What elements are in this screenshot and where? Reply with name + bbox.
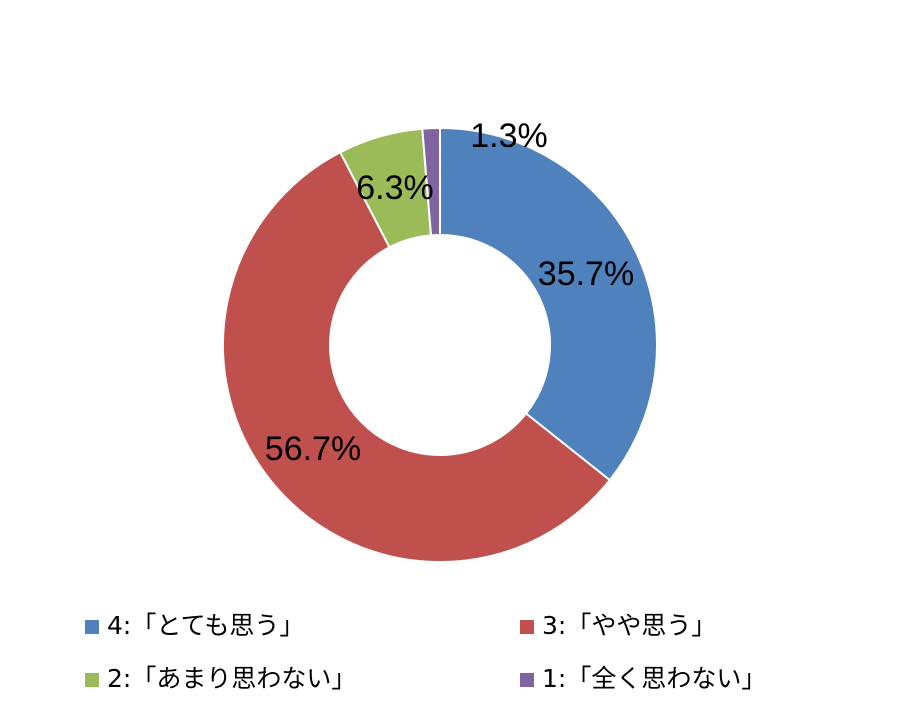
legend-swatch [85, 673, 99, 687]
value-label: 6.3% [356, 169, 434, 207]
value-label: 56.7% [265, 430, 361, 468]
legend-swatch [520, 673, 534, 687]
value-label: 35.7% [538, 255, 634, 293]
value-label: 1.3% [470, 117, 548, 155]
slice [421, 126, 441, 237]
legend-swatch [85, 620, 99, 634]
legend-label: 2:「あまり思わない」 [107, 664, 356, 693]
legend-swatch [520, 620, 534, 634]
slice [222, 150, 612, 563]
legend-label: 4:「とても思う」 [107, 611, 304, 640]
legend-label: 1:「全く思わない」 [542, 664, 766, 693]
legend-label: 3:「やや思う」 [542, 611, 716, 640]
slice [439, 126, 658, 482]
